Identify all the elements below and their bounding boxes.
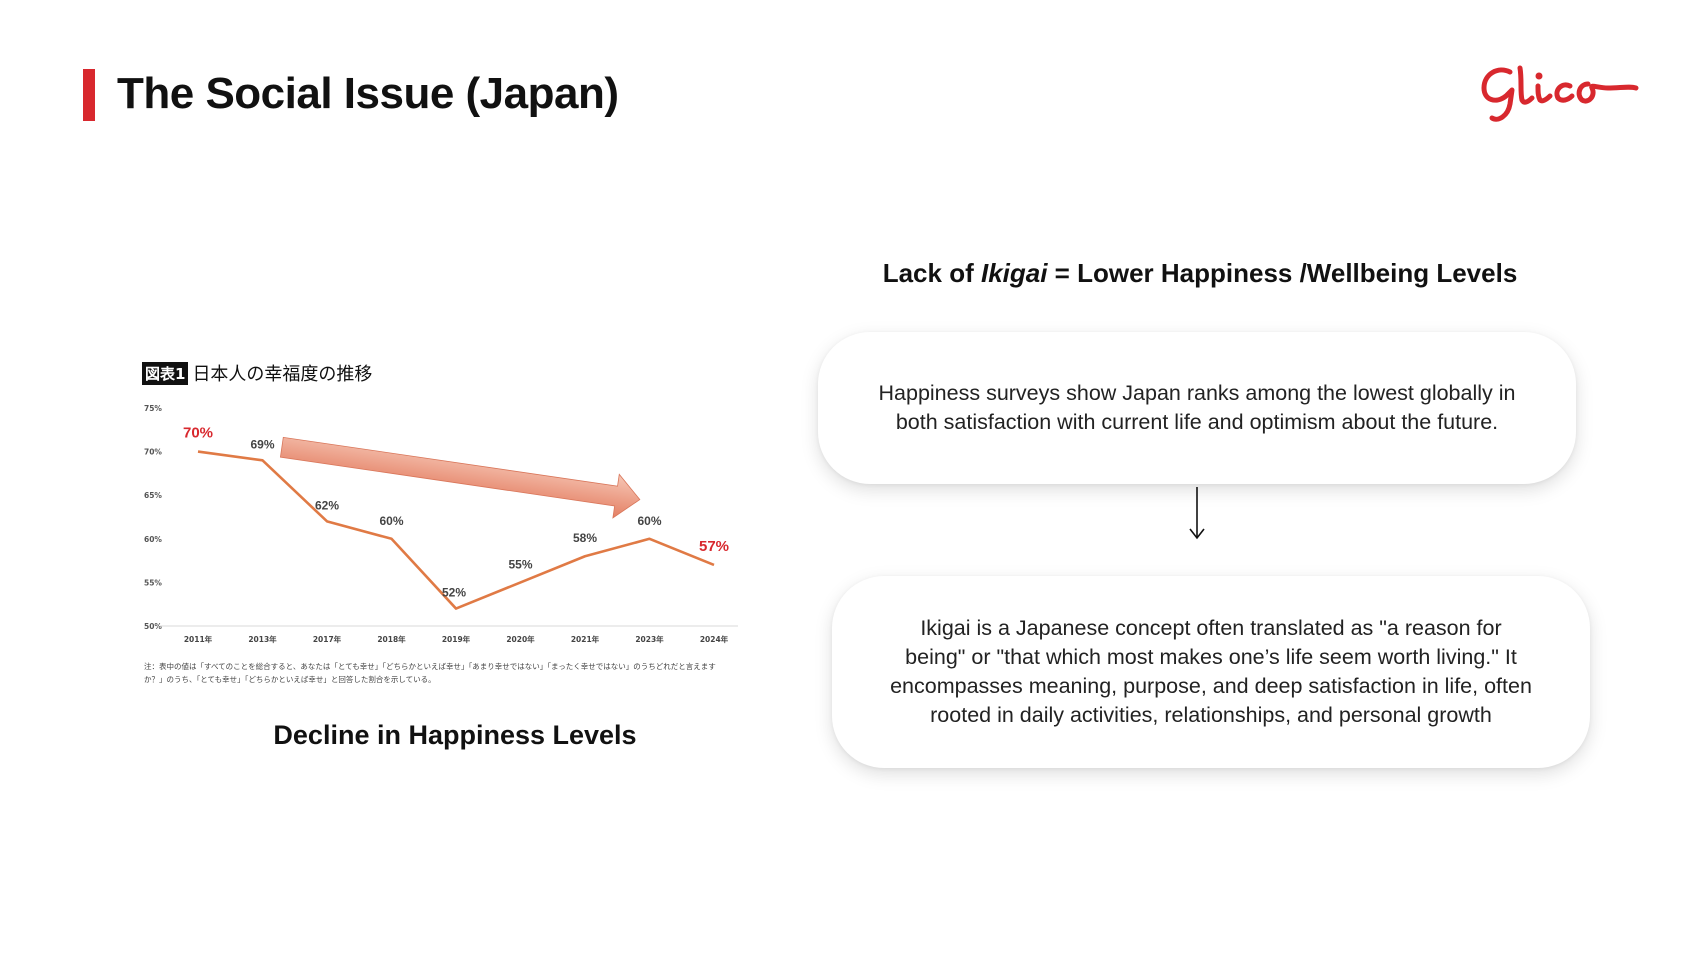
data-label: 60% [637, 514, 661, 528]
data-label: 55% [508, 557, 532, 571]
chart-note-line: 注：表中の値は「すべてのことを総合すると、あなたは「とても幸せ」「どちらかといえ… [144, 662, 716, 671]
arrow-down-icon [1189, 487, 1205, 540]
ikigai-card-line: encompasses meaning, purpose, and deep s… [890, 674, 1532, 698]
ikigai-heading: Lack of Ikigai = Lower Happiness /Wellbe… [830, 258, 1570, 289]
data-label: 69% [250, 437, 274, 451]
ikigai-card-line: rooted in daily activities, relationship… [930, 703, 1492, 727]
y-tick-label: 55% [144, 578, 162, 587]
data-label: 60% [379, 514, 403, 528]
survey-card-line: both satisfaction with current life and … [895, 410, 1499, 434]
ikigai-heading-emphasis: Ikigai [980, 258, 1048, 288]
trend-arrow [279, 436, 641, 519]
y-tick-label: 50% [144, 622, 162, 631]
x-tick-label: 2017年 [313, 634, 342, 644]
x-tick-label: 2024年 [700, 634, 729, 644]
data-label: 70% [183, 425, 213, 442]
chart-caption: Decline in Happiness Levels [273, 720, 637, 750]
x-tick-label: 2020年 [506, 634, 535, 644]
glico-logo [1481, 65, 1639, 122]
page-title: The Social Issue (Japan) [117, 69, 619, 118]
chart-title: 日本人の幸福度の推移 [192, 364, 373, 385]
x-tick-label: 2023年 [635, 634, 664, 644]
line-chart: 50% 55% 60% 65% 70% 75% 2011年 2013年 2017年 2018年 20… [144, 404, 738, 644]
x-tick-label: 2019年 [442, 634, 471, 644]
chart-heading: 図表1 日本人の幸福度の推移 [142, 360, 372, 386]
x-tick-label: 2018年 [377, 634, 406, 644]
chart-note-line: か？」のうち、「とても幸せ」「どちらかといえば幸せ」と回答した割合を示している。 [144, 675, 436, 684]
y-tick-label: 65% [144, 491, 162, 500]
data-label: 52% [442, 586, 466, 600]
chart-figure-badge: 図表1 [142, 361, 189, 385]
ikigai-definition-card: Ikigai is a Japanese concept often trans… [832, 576, 1590, 768]
x-tick-label: 2013年 [248, 634, 277, 644]
ikigai-card-line: Ikigai is a Japanese concept often trans… [920, 616, 1502, 640]
data-label: 58% [573, 531, 597, 545]
series-line [197, 450, 715, 610]
trend-arrow-shape [279, 436, 641, 519]
data-label: 57% [699, 538, 729, 555]
x-tick-label: 2011年 [184, 634, 213, 644]
survey-card: Happiness surveys show Japan ranks among… [818, 332, 1576, 484]
y-tick-label: 70% [144, 448, 162, 457]
ikigai-heading-suffix: = Lower Happiness /Wellbeing Levels [1047, 258, 1518, 288]
happiness-chart: 図表1 日本人の幸福度の推移 50% 55% 60% 65% 70% 75% 2011年 20… [140, 358, 750, 698]
x-tick-label: 2021年 [571, 634, 600, 644]
y-tick-label: 75% [144, 404, 162, 413]
data-label: 62% [315, 498, 339, 512]
ikigai-card-line: being" or "that which most makes one’s l… [905, 645, 1517, 669]
chart-note: 注：表中の値は「すべてのことを総合すると、あなたは「とても幸せ」「どちらかといえ… [144, 660, 744, 686]
ikigai-heading-prefix: Lack of [882, 258, 981, 288]
survey-card-line: Happiness surveys show Japan ranks among… [878, 381, 1516, 405]
y-tick-label: 60% [144, 535, 162, 544]
title-accent-bar [83, 69, 95, 121]
